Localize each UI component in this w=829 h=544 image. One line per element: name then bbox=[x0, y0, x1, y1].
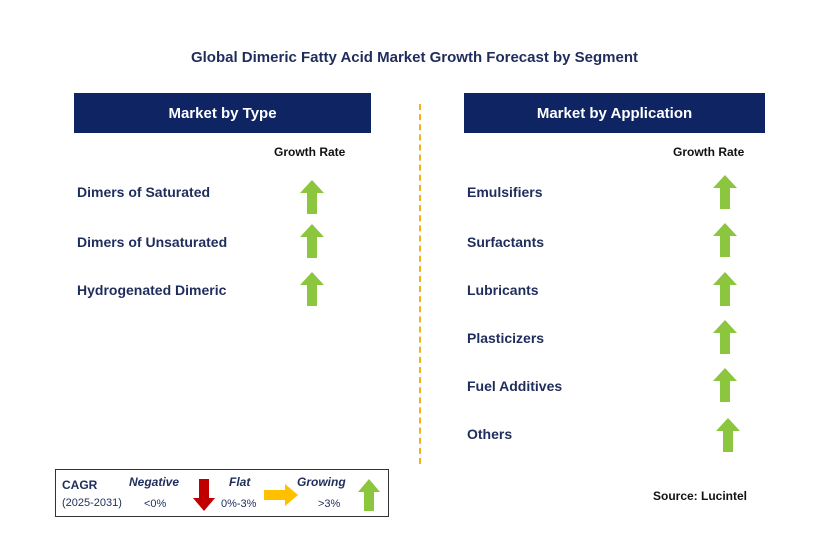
legend-years-label: (2025-2031) bbox=[62, 497, 122, 509]
application-panel-header: Market by Application bbox=[464, 93, 765, 133]
application-item-label: Surfactants bbox=[467, 234, 545, 250]
up-arrow-icon bbox=[300, 272, 324, 306]
up-arrow-icon bbox=[358, 479, 380, 511]
up-arrow-icon bbox=[713, 368, 737, 402]
legend-negative-range: <0% bbox=[144, 498, 167, 510]
right-arrow-icon bbox=[264, 484, 298, 506]
type-growth-rate-label: Growth Rate bbox=[274, 145, 346, 159]
application-item-label: Fuel Additives bbox=[467, 378, 563, 394]
legend-cagr-label: CAGR bbox=[62, 478, 98, 492]
application-item-label: Others bbox=[467, 426, 513, 442]
legend-growing-label: Growing bbox=[297, 475, 346, 489]
up-arrow-icon bbox=[713, 320, 737, 354]
up-arrow-icon bbox=[713, 223, 737, 257]
up-arrow-icon bbox=[713, 272, 737, 306]
application-item-label: Plasticizers bbox=[467, 330, 545, 346]
legend-flat-label: Flat bbox=[229, 475, 251, 489]
source-label: Source: Lucintel bbox=[653, 489, 748, 503]
legend-growing-range: >3% bbox=[318, 498, 341, 510]
application-item-label: Lubricants bbox=[467, 282, 539, 298]
legend-negative-label: Negative bbox=[129, 475, 180, 489]
type-item-label: Dimers of Unsaturated bbox=[77, 234, 228, 250]
type-panel-header: Market by Type bbox=[74, 93, 371, 133]
up-arrow-icon bbox=[716, 418, 740, 452]
type-item-label: Dimers of Saturated bbox=[77, 184, 211, 200]
type-item-label: Hydrogenated Dimeric bbox=[77, 282, 227, 298]
up-arrow-icon bbox=[300, 180, 324, 214]
cagr-legend: CAGR (2025-2031) Negative <0% Flat 0%-3%… bbox=[55, 469, 389, 517]
up-arrow-icon bbox=[300, 224, 324, 258]
up-arrow-icon bbox=[713, 175, 737, 209]
page-title: Global Dimeric Fatty Acid Market Growth … bbox=[190, 49, 639, 66]
application-growth-rate-label: Growth Rate bbox=[673, 145, 745, 159]
down-arrow-icon bbox=[193, 479, 215, 511]
application-item-label: Emulsifiers bbox=[467, 184, 543, 200]
panel-divider bbox=[419, 104, 421, 464]
legend-flat-range: 0%-3% bbox=[221, 498, 257, 510]
